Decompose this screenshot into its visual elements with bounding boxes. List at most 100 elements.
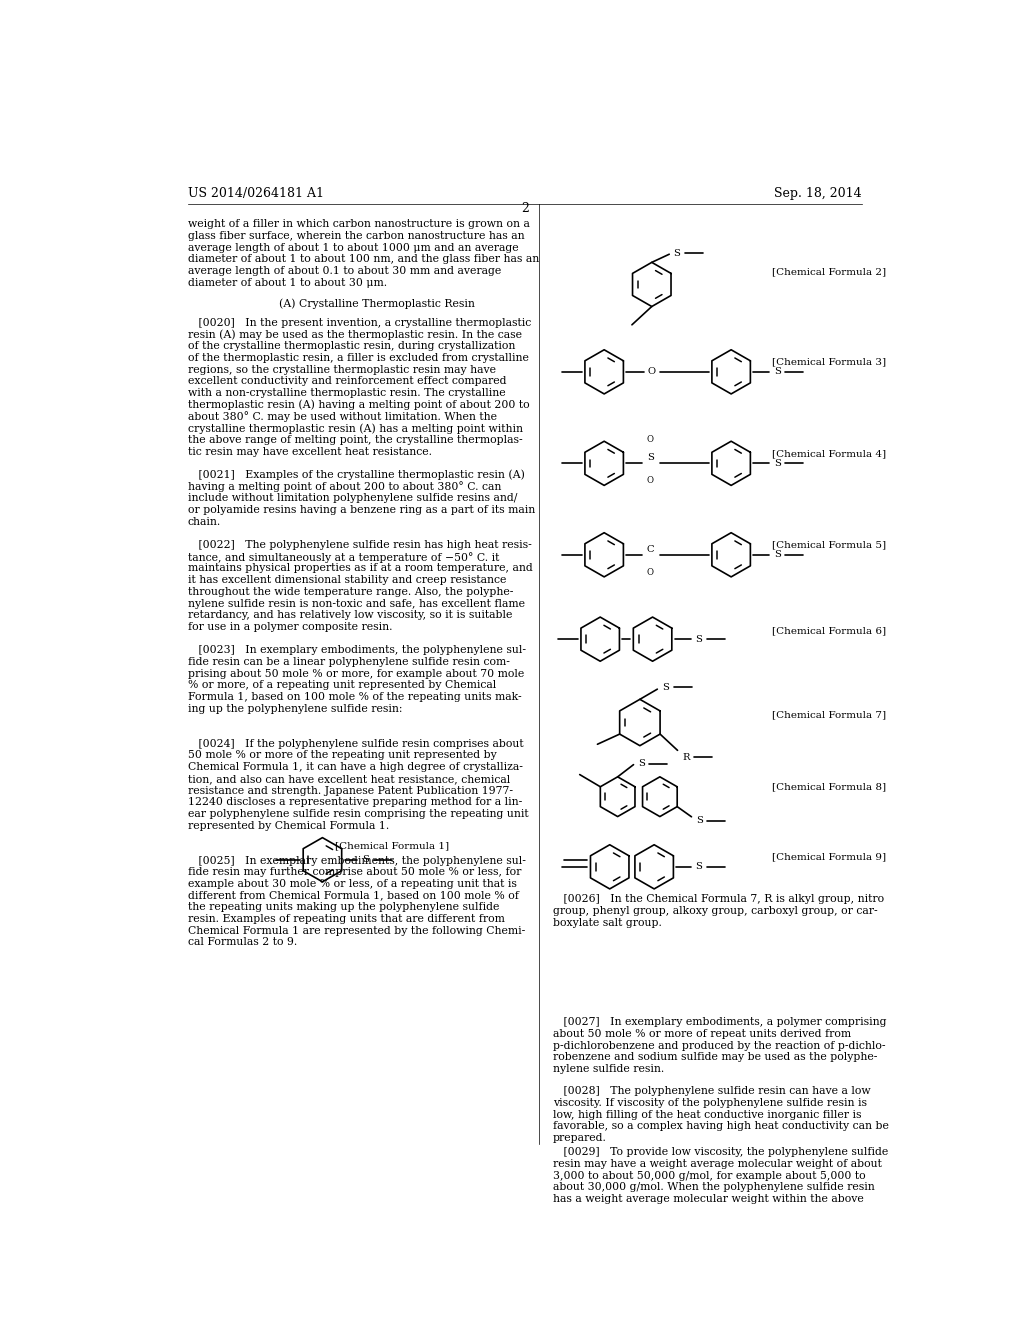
Text: [0023]   In exemplary embodiments, the polyphenylene sul-: [0023] In exemplary embodiments, the pol… [187, 645, 525, 655]
Text: fide resin can be a linear polyphenylene sulfide resin com-: fide resin can be a linear polyphenylene… [187, 657, 509, 667]
Text: S: S [774, 550, 780, 560]
Text: resistance and strength. Japanese Patent Publication 1977-: resistance and strength. Japanese Patent… [187, 785, 513, 796]
Text: ear polyphenylene sulfide resin comprising the repeating unit: ear polyphenylene sulfide resin comprisi… [187, 809, 528, 818]
Text: [0028]   The polyphenylene sulfide resin can have a low: [0028] The polyphenylene sulfide resin c… [553, 1086, 870, 1097]
Text: viscosity. If viscosity of the polyphenylene sulfide resin is: viscosity. If viscosity of the polypheny… [553, 1098, 866, 1107]
Text: 3,000 to about 50,000 g/mol, for example about 5,000 to: 3,000 to about 50,000 g/mol, for example… [553, 1171, 865, 1180]
Text: S: S [673, 248, 680, 257]
Text: with a non-crystalline thermoplastic resin. The crystalline: with a non-crystalline thermoplastic res… [187, 388, 505, 399]
Text: maintains physical properties as if at a room temperature, and: maintains physical properties as if at a… [187, 564, 532, 573]
Text: prepared.: prepared. [553, 1133, 606, 1143]
Text: diameter of about 1 to about 100 nm, and the glass fiber has an: diameter of about 1 to about 100 nm, and… [187, 255, 539, 264]
Text: [Chemical Formula 2]: [Chemical Formula 2] [772, 267, 886, 276]
Text: 2: 2 [521, 202, 528, 215]
Text: about 30,000 g/mol. When the polyphenylene sulfide resin: about 30,000 g/mol. When the polyphenyle… [553, 1183, 874, 1192]
Text: S: S [774, 367, 780, 376]
Text: [0029]   To provide low viscosity, the polyphenylene sulfide: [0029] To provide low viscosity, the pol… [553, 1147, 888, 1158]
Text: prising about 50 mole % or more, for example about 70 mole: prising about 50 mole % or more, for exa… [187, 669, 523, 678]
Text: [0024]   If the polyphenylene sulfide resin comprises about: [0024] If the polyphenylene sulfide resi… [187, 739, 523, 748]
Text: regions, so the crystalline thermoplastic resin may have: regions, so the crystalline thermoplasti… [187, 364, 496, 375]
Text: US 2014/0264181 A1: US 2014/0264181 A1 [187, 187, 324, 199]
Text: [Chemical Formula 4]: [Chemical Formula 4] [772, 449, 886, 458]
Text: O: O [647, 436, 653, 445]
Text: robenzene and sodium sulfide may be used as the polyphe-: robenzene and sodium sulfide may be used… [553, 1052, 877, 1063]
Text: low, high filling of the heat conductive inorganic filler is: low, high filling of the heat conductive… [553, 1110, 861, 1119]
Text: fide resin may further comprise about 50 mole % or less, for: fide resin may further comprise about 50… [187, 867, 521, 878]
Text: resin (A) may be used as the thermoplastic resin. In the case: resin (A) may be used as the thermoplast… [187, 330, 521, 341]
Text: Formula 1, based on 100 mole % of the repeating units mak-: Formula 1, based on 100 mole % of the re… [187, 692, 521, 702]
Text: average length of about 1 to about 1000 μm and an average: average length of about 1 to about 1000 … [187, 243, 518, 252]
Text: [0027]   In exemplary embodiments, a polymer comprising: [0027] In exemplary embodiments, a polym… [553, 1018, 886, 1027]
Text: [Chemical Formula 3]: [Chemical Formula 3] [772, 358, 886, 367]
Text: or polyamide resins having a benzene ring as a part of its main: or polyamide resins having a benzene rin… [187, 506, 535, 515]
Text: C: C [646, 545, 654, 554]
Text: tance, and simultaneously at a temperature of −50° C. it: tance, and simultaneously at a temperatu… [187, 552, 499, 562]
Text: resin. Examples of repeating units that are different from: resin. Examples of repeating units that … [187, 913, 505, 924]
Text: different from Chemical Formula 1, based on 100 mole % of: different from Chemical Formula 1, based… [187, 891, 518, 900]
Text: tion, and also can have excellent heat resistance, chemical: tion, and also can have excellent heat r… [187, 774, 510, 784]
Text: S: S [774, 459, 780, 467]
Text: S: S [662, 682, 669, 692]
Text: [0026]   In the Chemical Formula 7, R is alkyl group, nitro: [0026] In the Chemical Formula 7, R is a… [553, 894, 884, 904]
Text: tic resin may have excellent heat resistance.: tic resin may have excellent heat resist… [187, 446, 431, 457]
Text: thermoplastic resin (A) having a melting point of about 200 to: thermoplastic resin (A) having a melting… [187, 400, 529, 411]
Text: [0025]   In exemplary embodiments, the polyphenylene sul-: [0025] In exemplary embodiments, the pol… [187, 855, 525, 866]
Text: about 380° C. may be used without limitation. When the: about 380° C. may be used without limita… [187, 412, 497, 422]
Text: for use in a polymer composite resin.: for use in a polymer composite resin. [187, 622, 392, 632]
Text: [Chemical Formula 8]: [Chemical Formula 8] [772, 783, 886, 792]
Text: the repeating units making up the polyphenylene sulfide: the repeating units making up the polyph… [187, 903, 499, 912]
Text: chain.: chain. [187, 516, 221, 527]
Text: resin may have a weight average molecular weight of about: resin may have a weight average molecula… [553, 1159, 882, 1170]
Text: weight of a filler in which carbon nanostructure is grown on a: weight of a filler in which carbon nanos… [187, 219, 529, 230]
Text: [Chemical Formula 6]: [Chemical Formula 6] [772, 626, 886, 635]
Text: [Chemical Formula 9]: [Chemical Formula 9] [772, 853, 886, 862]
Text: has a weight average molecular weight within the above: has a weight average molecular weight wi… [553, 1195, 863, 1204]
Text: the above range of melting point, the crystalline thermoplas-: the above range of melting point, the cr… [187, 434, 522, 445]
Text: S: S [647, 453, 653, 462]
Text: [0022]   The polyphenylene sulfide resin has high heat resis-: [0022] The polyphenylene sulfide resin h… [187, 540, 531, 550]
Text: diameter of about 1 to about 30 μm.: diameter of about 1 to about 30 μm. [187, 277, 387, 288]
Text: nylene sulfide resin.: nylene sulfide resin. [553, 1064, 664, 1074]
Text: [Chemical Formula 5]: [Chemical Formula 5] [772, 541, 886, 549]
Text: S: S [695, 862, 702, 871]
Text: [Chemical Formula 1]: [Chemical Formula 1] [335, 841, 450, 850]
Text: it has excellent dimensional stability and creep resistance: it has excellent dimensional stability a… [187, 576, 506, 585]
Text: represented by Chemical Formula 1.: represented by Chemical Formula 1. [187, 821, 389, 830]
Text: group, phenyl group, alkoxy group, carboxyl group, or car-: group, phenyl group, alkoxy group, carbo… [553, 906, 878, 916]
Text: [0021]   Examples of the crystalline thermoplastic resin (A): [0021] Examples of the crystalline therm… [187, 470, 524, 480]
Text: retardancy, and has relatively low viscosity, so it is suitable: retardancy, and has relatively low visco… [187, 610, 512, 620]
Text: O: O [648, 367, 655, 376]
Text: excellent conductivity and reinforcement effect compared: excellent conductivity and reinforcement… [187, 376, 506, 387]
Text: S: S [638, 759, 645, 768]
Text: glass fiber surface, wherein the carbon nanostructure has an: glass fiber surface, wherein the carbon … [187, 231, 524, 242]
Text: boxylate salt group.: boxylate salt group. [553, 917, 662, 928]
Text: of the crystalline thermoplastic resin, during crystallization: of the crystalline thermoplastic resin, … [187, 342, 515, 351]
Text: Chemical Formula 1, it can have a high degree of crystalliza-: Chemical Formula 1, it can have a high d… [187, 762, 522, 772]
Text: S: S [361, 855, 369, 865]
Text: [Chemical Formula 7]: [Chemical Formula 7] [772, 710, 886, 719]
Text: O: O [647, 568, 653, 577]
Text: (A) Crystalline Thermoplastic Resin: (A) Crystalline Thermoplastic Resin [279, 298, 475, 309]
Text: ing up the polyphenylene sulfide resin:: ing up the polyphenylene sulfide resin: [187, 704, 402, 714]
Text: R: R [683, 752, 690, 762]
Text: nylene sulfide resin is non-toxic and safe, has excellent flame: nylene sulfide resin is non-toxic and sa… [187, 598, 524, 609]
Text: crystalline thermoplastic resin (A) has a melting point within: crystalline thermoplastic resin (A) has … [187, 424, 522, 434]
Text: [0020]   In the present invention, a crystalline thermoplastic: [0020] In the present invention, a cryst… [187, 318, 530, 327]
Text: Chemical Formula 1 are represented by the following Chemi-: Chemical Formula 1 are represented by th… [187, 925, 524, 936]
Text: Sep. 18, 2014: Sep. 18, 2014 [774, 187, 862, 199]
Text: about 50 mole % or more of repeat units derived from: about 50 mole % or more of repeat units … [553, 1030, 851, 1039]
Text: cal Formulas 2 to 9.: cal Formulas 2 to 9. [187, 937, 297, 948]
Text: p-dichlorobenzene and produced by the reaction of p-dichlo-: p-dichlorobenzene and produced by the re… [553, 1040, 885, 1051]
Text: include without limitation polyphenylene sulfide resins and/: include without limitation polyphenylene… [187, 494, 517, 503]
Text: throughout the wide temperature range. Also, the polyphe-: throughout the wide temperature range. A… [187, 587, 513, 597]
Text: S: S [696, 816, 702, 825]
Text: having a melting point of about 200 to about 380° C. can: having a melting point of about 200 to a… [187, 482, 501, 492]
Text: of the thermoplastic resin, a filler is excluded from crystalline: of the thermoplastic resin, a filler is … [187, 352, 528, 363]
Text: example about 30 mole % or less, of a repeating unit that is: example about 30 mole % or less, of a re… [187, 879, 516, 890]
Text: average length of about 0.1 to about 30 mm and average: average length of about 0.1 to about 30 … [187, 267, 501, 276]
Text: % or more, of a repeating unit represented by Chemical: % or more, of a repeating unit represent… [187, 680, 496, 690]
Text: O: O [647, 477, 653, 484]
Text: favorable, so a complex having high heat conductivity can be: favorable, so a complex having high heat… [553, 1122, 889, 1131]
Text: 12240 discloses a representative preparing method for a lin-: 12240 discloses a representative prepari… [187, 797, 522, 808]
Text: S: S [695, 635, 702, 644]
